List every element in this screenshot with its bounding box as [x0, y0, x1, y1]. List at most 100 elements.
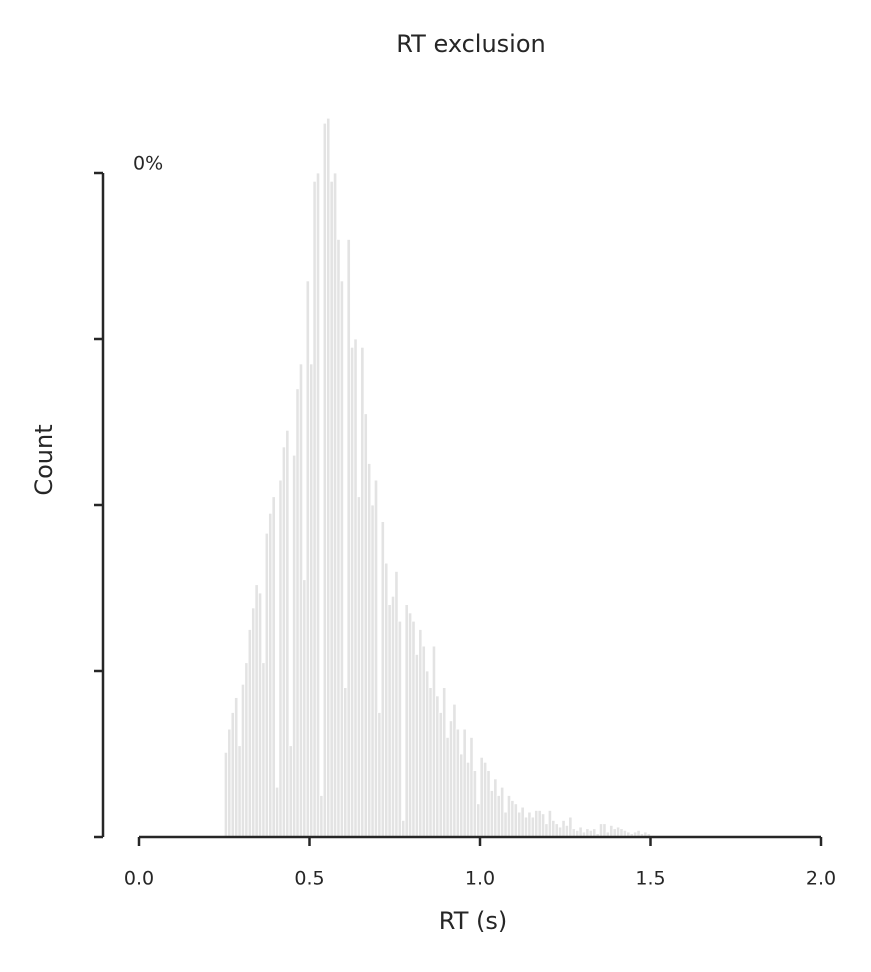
- bar: [602, 823, 607, 838]
- bar: [506, 795, 512, 838]
- bar: [404, 604, 409, 838]
- bar: [452, 703, 457, 838]
- bar: [370, 504, 375, 838]
- bar: [390, 595, 396, 838]
- bar: [551, 820, 556, 838]
- bar: [230, 712, 235, 838]
- bar: [288, 745, 293, 838]
- bar: [227, 728, 232, 838]
- bar: [510, 800, 515, 838]
- x-tick-label: 1.5: [635, 868, 665, 890]
- bar: [486, 770, 491, 838]
- bar: [373, 479, 379, 838]
- bar: [513, 803, 518, 838]
- bar: [367, 463, 372, 838]
- bar: [322, 122, 327, 838]
- bar: [223, 751, 229, 838]
- bar: [387, 604, 392, 838]
- bar: [247, 629, 252, 838]
- bar: [479, 756, 484, 838]
- bar: [442, 687, 447, 838]
- bar: [523, 816, 529, 838]
- bar: [271, 496, 276, 838]
- bar: [329, 180, 334, 838]
- bar: [418, 629, 423, 838]
- bar: [435, 695, 440, 838]
- bar: [336, 238, 341, 838]
- bar: [483, 761, 488, 838]
- bar: [540, 813, 546, 838]
- bar: [315, 172, 321, 838]
- bar: [476, 803, 481, 838]
- bar: [257, 592, 263, 838]
- bar: [234, 697, 239, 838]
- bar: [445, 737, 450, 838]
- bar: [411, 620, 416, 838]
- bar: [609, 824, 614, 838]
- bar: [414, 654, 420, 838]
- bar: [564, 824, 570, 838]
- bar: [517, 811, 522, 838]
- bar: [554, 823, 559, 838]
- bar: [455, 728, 460, 838]
- bar: [278, 479, 283, 838]
- bar: [332, 172, 338, 838]
- bar: [438, 712, 443, 838]
- bar: [568, 816, 573, 838]
- bar: [251, 607, 256, 838]
- bar: [363, 413, 368, 838]
- bar: [240, 683, 246, 838]
- bar: [285, 429, 290, 838]
- bar: [428, 687, 433, 838]
- bar: [281, 446, 287, 838]
- bar: [598, 823, 604, 838]
- bar: [421, 645, 426, 838]
- bar: [530, 816, 535, 838]
- bar: [493, 778, 498, 838]
- bar: [431, 645, 437, 838]
- bar: [561, 820, 566, 838]
- bar: [346, 238, 351, 838]
- bar: [448, 720, 454, 838]
- bar: [377, 712, 382, 838]
- bar: [469, 737, 474, 838]
- x-tick-label: 2.0: [806, 868, 836, 890]
- bar: [465, 761, 471, 838]
- bar: [350, 346, 355, 838]
- bar: [343, 687, 348, 838]
- bar: [261, 662, 266, 838]
- bar: [254, 584, 259, 838]
- annotation: 0%: [133, 153, 163, 175]
- chart-title: RT exclusion: [396, 30, 545, 58]
- bar: [537, 810, 542, 838]
- bar: [295, 388, 300, 838]
- bar: [264, 532, 269, 838]
- bar: [394, 571, 399, 838]
- bar: [520, 806, 525, 838]
- x-axis-label: RT (s): [439, 907, 507, 935]
- bar: [237, 745, 242, 838]
- bar: [544, 823, 549, 838]
- bar: [407, 612, 413, 838]
- bar: [401, 820, 406, 838]
- bar: [353, 338, 358, 838]
- bar: [302, 579, 307, 838]
- bar: [380, 521, 385, 838]
- bar: [305, 280, 310, 838]
- bar: [319, 795, 324, 838]
- bar: [500, 786, 505, 838]
- bar: [489, 790, 495, 838]
- x-tick-label: 0.0: [124, 868, 154, 890]
- bar: [558, 826, 563, 838]
- bar: [472, 770, 477, 838]
- bar: [292, 454, 297, 838]
- bar: [274, 786, 280, 838]
- y-axis-label: Count: [30, 424, 58, 495]
- bar: [496, 795, 501, 838]
- bar: [459, 753, 464, 838]
- bar: [298, 363, 304, 838]
- bar: [578, 826, 583, 838]
- bar: [547, 810, 553, 838]
- bar: [527, 811, 532, 838]
